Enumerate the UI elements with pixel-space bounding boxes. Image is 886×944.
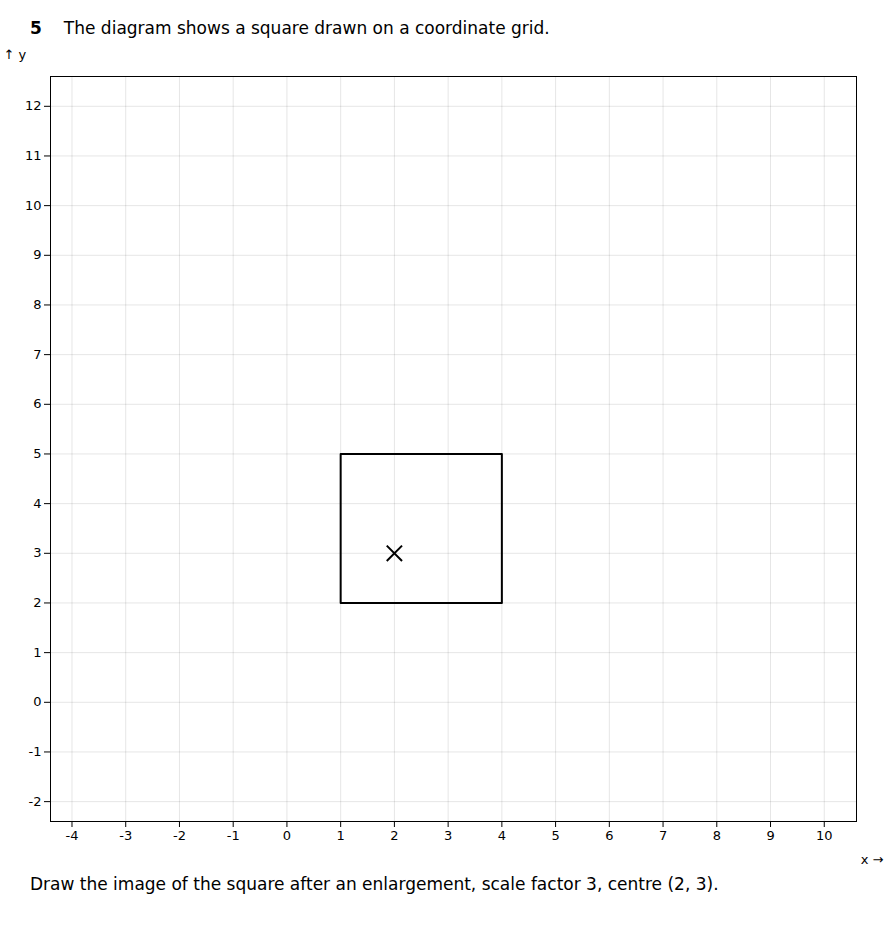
html-text:5: 5 — [30, 18, 42, 38]
svg-text:10: 10 — [25, 198, 42, 213]
svg-text:9: 9 — [33, 247, 41, 262]
svg-text:5: 5 — [33, 446, 41, 461]
svg-text:3: 3 — [444, 828, 452, 843]
svg-text:5: 5 — [551, 828, 559, 843]
svg-text:-2: -2 — [173, 828, 186, 843]
svg-text:7: 7 — [33, 347, 41, 362]
svg-text:0: 0 — [33, 694, 41, 709]
svg-text:4: 4 — [498, 828, 506, 843]
svg-text:3: 3 — [33, 545, 41, 560]
svg-text:6: 6 — [33, 396, 41, 411]
svg-text:7: 7 — [659, 828, 667, 843]
svg-text:0: 0 — [283, 828, 291, 843]
svg-text:8: 8 — [713, 828, 721, 843]
html-text:Draw the image of the square a: Draw the image of the square after an en… — [30, 874, 719, 894]
svg-text:-1: -1 — [227, 828, 240, 843]
svg-text:12: 12 — [25, 98, 42, 113]
svg-text:11: 11 — [25, 148, 42, 163]
svg-text:1: 1 — [337, 828, 345, 843]
svg-text:↑ y: ↑ y — [4, 47, 27, 62]
svg-text:-3: -3 — [119, 828, 132, 843]
svg-text:6: 6 — [605, 828, 613, 843]
svg-text:10: 10 — [816, 828, 833, 843]
svg-text:-2: -2 — [29, 794, 42, 809]
svg-text:-4: -4 — [66, 828, 79, 843]
svg-text:2: 2 — [33, 595, 41, 610]
svg-text:4: 4 — [33, 496, 41, 511]
svg-text:2: 2 — [390, 828, 398, 843]
svg-text:-1: -1 — [29, 744, 42, 759]
svg-text:x →: x → — [861, 852, 884, 867]
svg-text:1: 1 — [33, 645, 41, 660]
svg-text:8: 8 — [33, 297, 41, 312]
svg-text:9: 9 — [766, 828, 774, 843]
html-text:The diagram shows a square dra: The diagram shows a square drawn on a co… — [63, 18, 550, 38]
